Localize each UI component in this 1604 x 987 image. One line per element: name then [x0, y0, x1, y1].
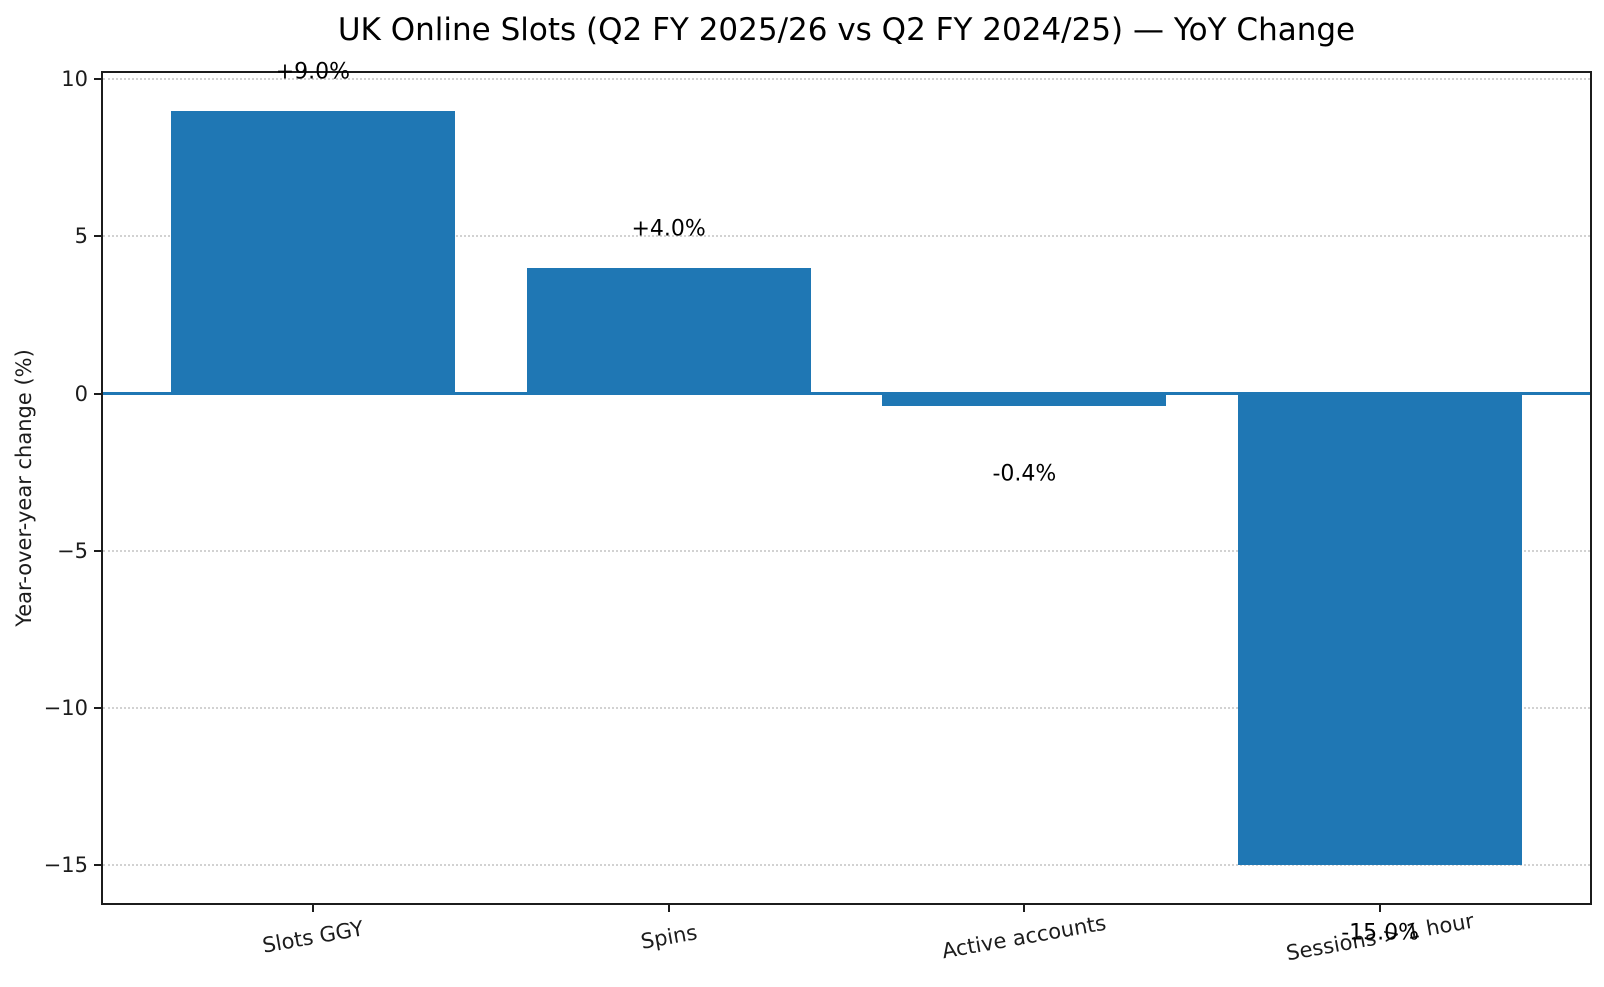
bar-value-label: +4.0%: [631, 216, 706, 242]
x-tick-mark: [1023, 903, 1026, 912]
chart-title: UK Online Slots (Q2 FY 2025/26 vs Q2 FY …: [337, 12, 1356, 48]
y-tick-label: −15: [43, 853, 88, 878]
bar-slots-ggy: [170, 110, 455, 394]
y-tick-label: 5: [74, 224, 88, 249]
y-tick-mark: [94, 78, 102, 81]
bar-sessions-1-hour: [1238, 393, 1523, 866]
y-tick-label: 10: [61, 67, 88, 92]
y-gridline: [103, 235, 1590, 238]
x-tick-mark: [667, 903, 670, 912]
y-gridline: [103, 549, 1590, 552]
y-gridline: [103, 78, 1590, 81]
y-tick-mark: [94, 549, 102, 552]
y-gridline: [103, 707, 1590, 710]
y-tick-mark: [94, 707, 102, 710]
y-gridline: [103, 864, 1590, 867]
x-tick-mark: [1379, 903, 1382, 912]
y-tick-mark: [94, 864, 102, 867]
x-tick-label: Slots GGY: [260, 916, 366, 958]
zero-baseline: [103, 392, 1590, 396]
bar-value-label: +9.0%: [275, 59, 351, 85]
bar-value-label: -0.4%: [992, 461, 1057, 487]
y-tick-mark: [94, 235, 102, 238]
bar-active-accounts: [882, 393, 1167, 407]
x-tick-label: Active accounts: [940, 910, 1109, 964]
y-tick-label: −5: [57, 538, 88, 563]
bar-value-label: -15.0%: [1341, 920, 1420, 946]
y-tick-label: −10: [43, 696, 88, 721]
x-tick-mark: [311, 903, 314, 912]
y-tick-label: 0: [74, 381, 88, 406]
x-tick-label: Spins: [638, 920, 699, 954]
y-tick-mark: [94, 392, 102, 395]
plot-area-frame: [101, 71, 1592, 905]
bar-spins: [526, 267, 811, 394]
